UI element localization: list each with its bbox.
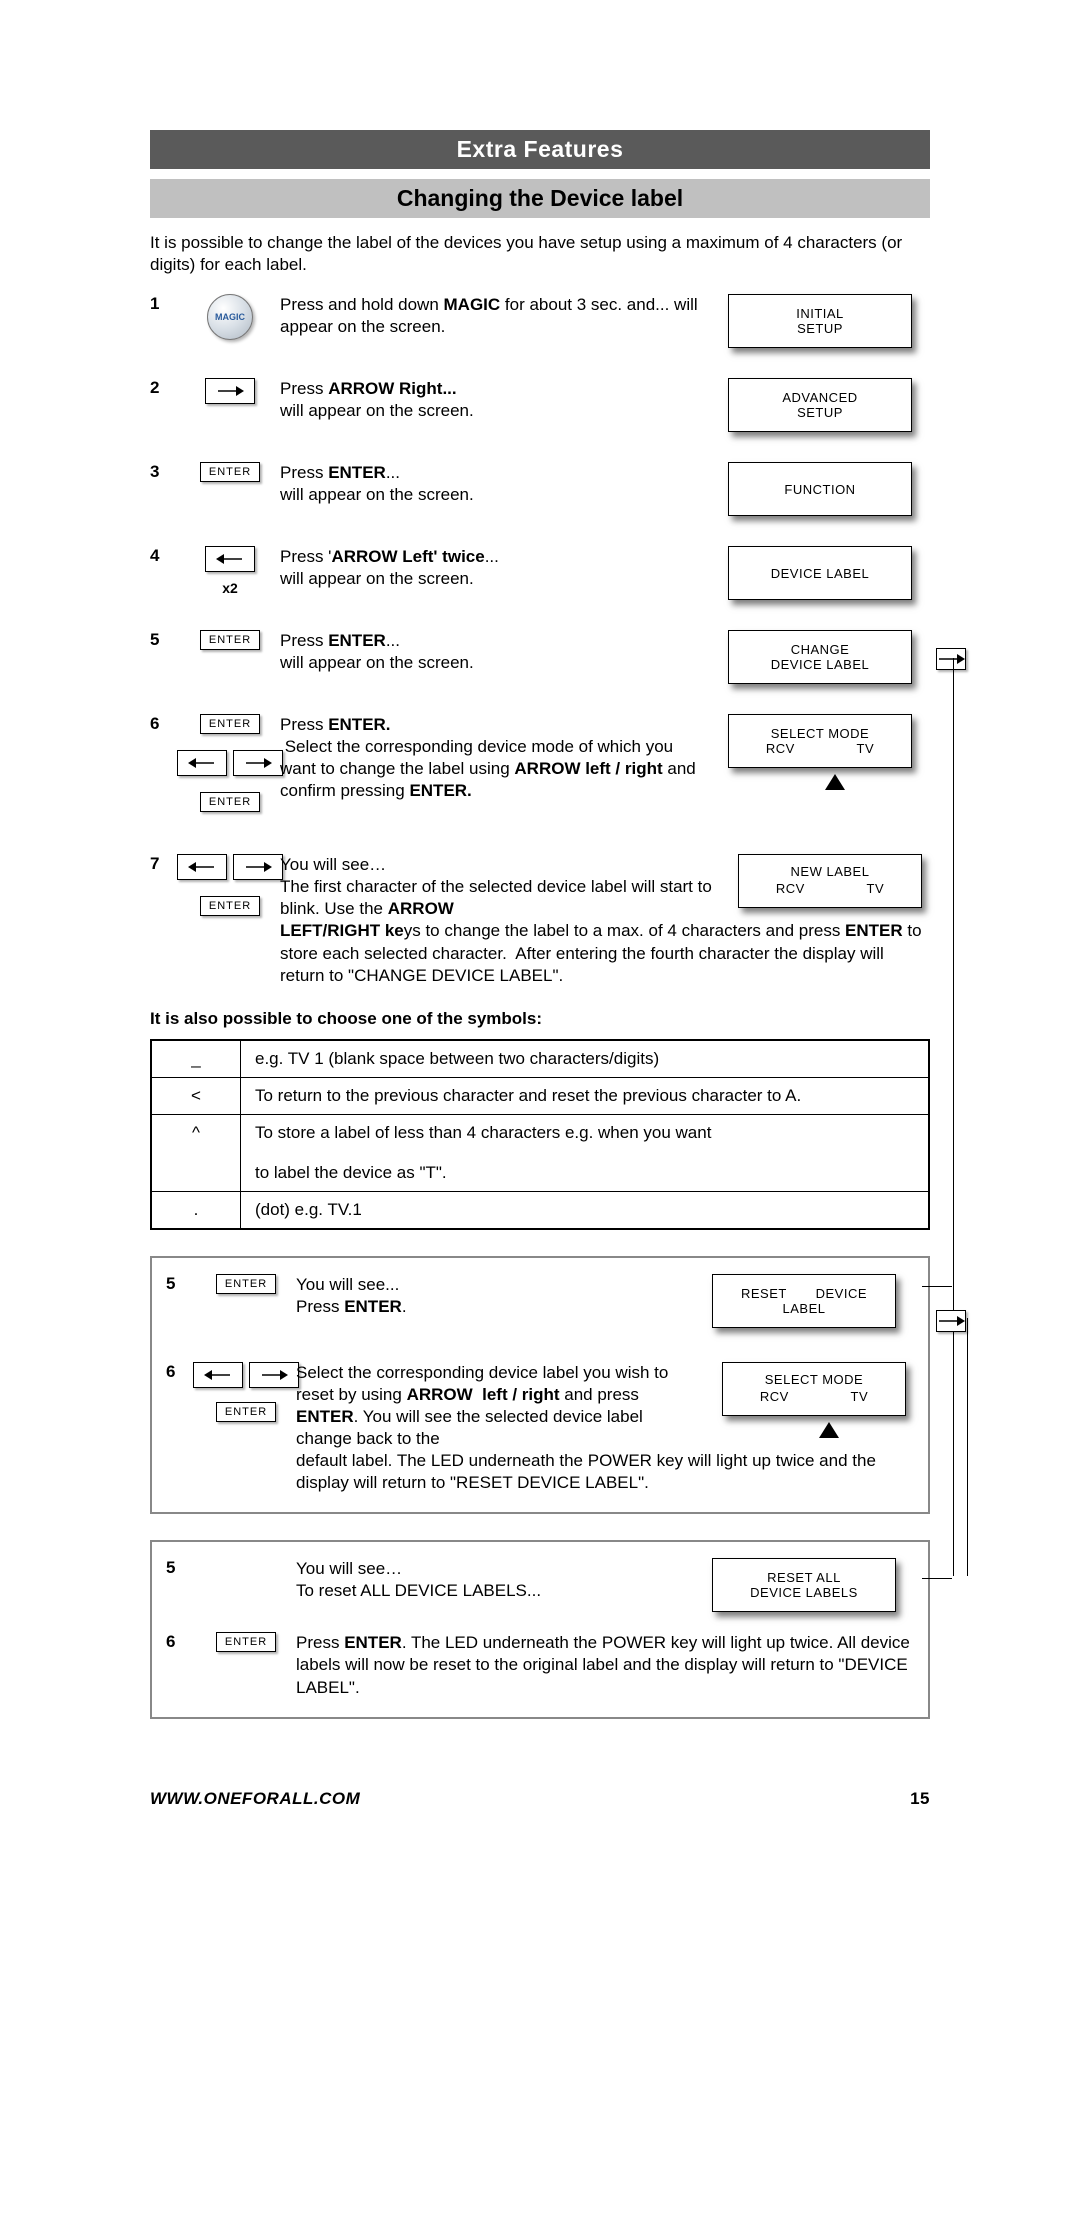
arrow-right-icon (233, 750, 283, 776)
connector-line (922, 1286, 952, 1287)
table-row: <To return to the previous character and… (151, 1077, 929, 1114)
step-number: 1 (150, 294, 180, 314)
intro-text: It is possible to change the label of th… (150, 232, 930, 276)
arrow-left-icon (177, 750, 227, 776)
step-6: 6 ENTER ENTER Press ENTER. Select the co… (150, 714, 930, 812)
magic-button-icon: MAGIC (207, 294, 253, 340)
table-row: ^To store a label of less than 4 charact… (151, 1114, 929, 1191)
banner-changing-device-label: Changing the Device label (150, 179, 930, 218)
step-4: 4 x2 Press 'ARROW Left' twice...will app… (150, 546, 930, 600)
display-device-label: DEVICE LABEL (728, 546, 912, 600)
x2-label: x2 (222, 580, 238, 596)
enter-button-icon: ENTER (216, 1402, 276, 1422)
symbols-title: It is also possible to choose one of the… (150, 1009, 930, 1029)
table-row: .(dot) e.g. TV.1 (151, 1191, 929, 1229)
arrow-right-connector-icon (936, 1310, 966, 1332)
display-select-mode: SELECT MODE RCVTV (728, 714, 912, 768)
page-number: 15 (910, 1789, 930, 1809)
enter-button-icon: ENTER (200, 792, 260, 812)
step-3: 3 ENTER Press ENTER...will appear on the… (150, 462, 930, 516)
display-initial-setup: INITIAL SETUP (728, 294, 912, 348)
reset-device-label-box: 5 ENTER You will see...Press ENTER. RESE… (150, 1256, 930, 1515)
enter-button-icon: ENTER (216, 1632, 276, 1652)
table-row: _e.g. TV 1 (blank space between two char… (151, 1040, 929, 1078)
footer-url: WWW.ONEFORALL.COM (150, 1789, 360, 1809)
display-function: FUNCTION (728, 462, 912, 516)
arrow-left-icon (205, 546, 255, 572)
enter-button-icon: ENTER (200, 714, 260, 734)
manual-page: Extra Features Changing the Device label… (150, 130, 930, 1809)
step-2: 2 Press ARROW Right...will appear on the… (150, 378, 930, 432)
enter-button-icon: ENTER (216, 1274, 276, 1294)
arrow-left-icon (193, 1362, 243, 1388)
arrow-right-connector-icon (936, 648, 966, 670)
box1-step-5: 5 ENTER You will see...Press ENTER. RESE… (166, 1274, 914, 1328)
step-7: 7 ENTER You will see…The first character… (150, 854, 930, 987)
display-advanced-setup: ADVANCED SETUP (728, 378, 912, 432)
pointer-up-icon (819, 1422, 839, 1438)
symbols-table: _e.g. TV 1 (blank space between two char… (150, 1039, 930, 1230)
display-reset-all-device-labels: RESET ALL DEVICE LABELS (712, 1558, 896, 1612)
step-7-text-top: You will see…The first character of the … (280, 854, 730, 920)
enter-button-icon: ENTER (200, 630, 260, 650)
connector-line (953, 658, 954, 1576)
arrow-right-icon (249, 1362, 299, 1388)
step-1: 1 MAGIC Press and hold down MAGIC for ab… (150, 294, 930, 348)
step-text: Press and hold down MAGIC for about 3 se… (280, 294, 710, 338)
display-new-label: NEW LABEL RCVTV (738, 854, 922, 908)
box2-step-5: 5 You will see…To reset ALL DEVICE LABEL… (166, 1558, 914, 1612)
box1-step-6: 6 ENTER Select the corresponding device … (166, 1362, 914, 1495)
arrow-right-icon (205, 378, 255, 404)
box2-step-6: 6 ENTER Press ENTER. The LED underneath … (166, 1632, 914, 1698)
step-5: 5 ENTER Press ENTER...will appear on the… (150, 630, 930, 684)
reset-all-labels-box: 5 You will see…To reset ALL DEVICE LABEL… (150, 1540, 930, 1718)
page-footer: WWW.ONEFORALL.COM 15 (150, 1789, 930, 1809)
enter-button-icon: ENTER (200, 462, 260, 482)
connector-line (922, 1578, 952, 1579)
display-change-device-label: CHANGE DEVICE LABEL (728, 630, 912, 684)
box1-step6-text-top: Select the corresponding device label yo… (296, 1362, 714, 1450)
arrow-right-icon (233, 854, 283, 880)
connector-line (967, 1318, 968, 1577)
banner-extra-features: Extra Features (150, 130, 930, 169)
display-select-mode: SELECT MODE RCVTV (722, 1362, 906, 1416)
box1-step6-text-bottom: default label. The LED underneath the PO… (296, 1450, 914, 1494)
enter-button-icon: ENTER (200, 896, 260, 916)
display-reset-device-label: RESET DEVICELABEL (712, 1274, 896, 1328)
step-7-text-bottom: LEFT/RIGHT keys to change the label to a… (280, 920, 930, 986)
arrow-left-icon (177, 854, 227, 880)
pointer-up-icon (825, 774, 845, 790)
